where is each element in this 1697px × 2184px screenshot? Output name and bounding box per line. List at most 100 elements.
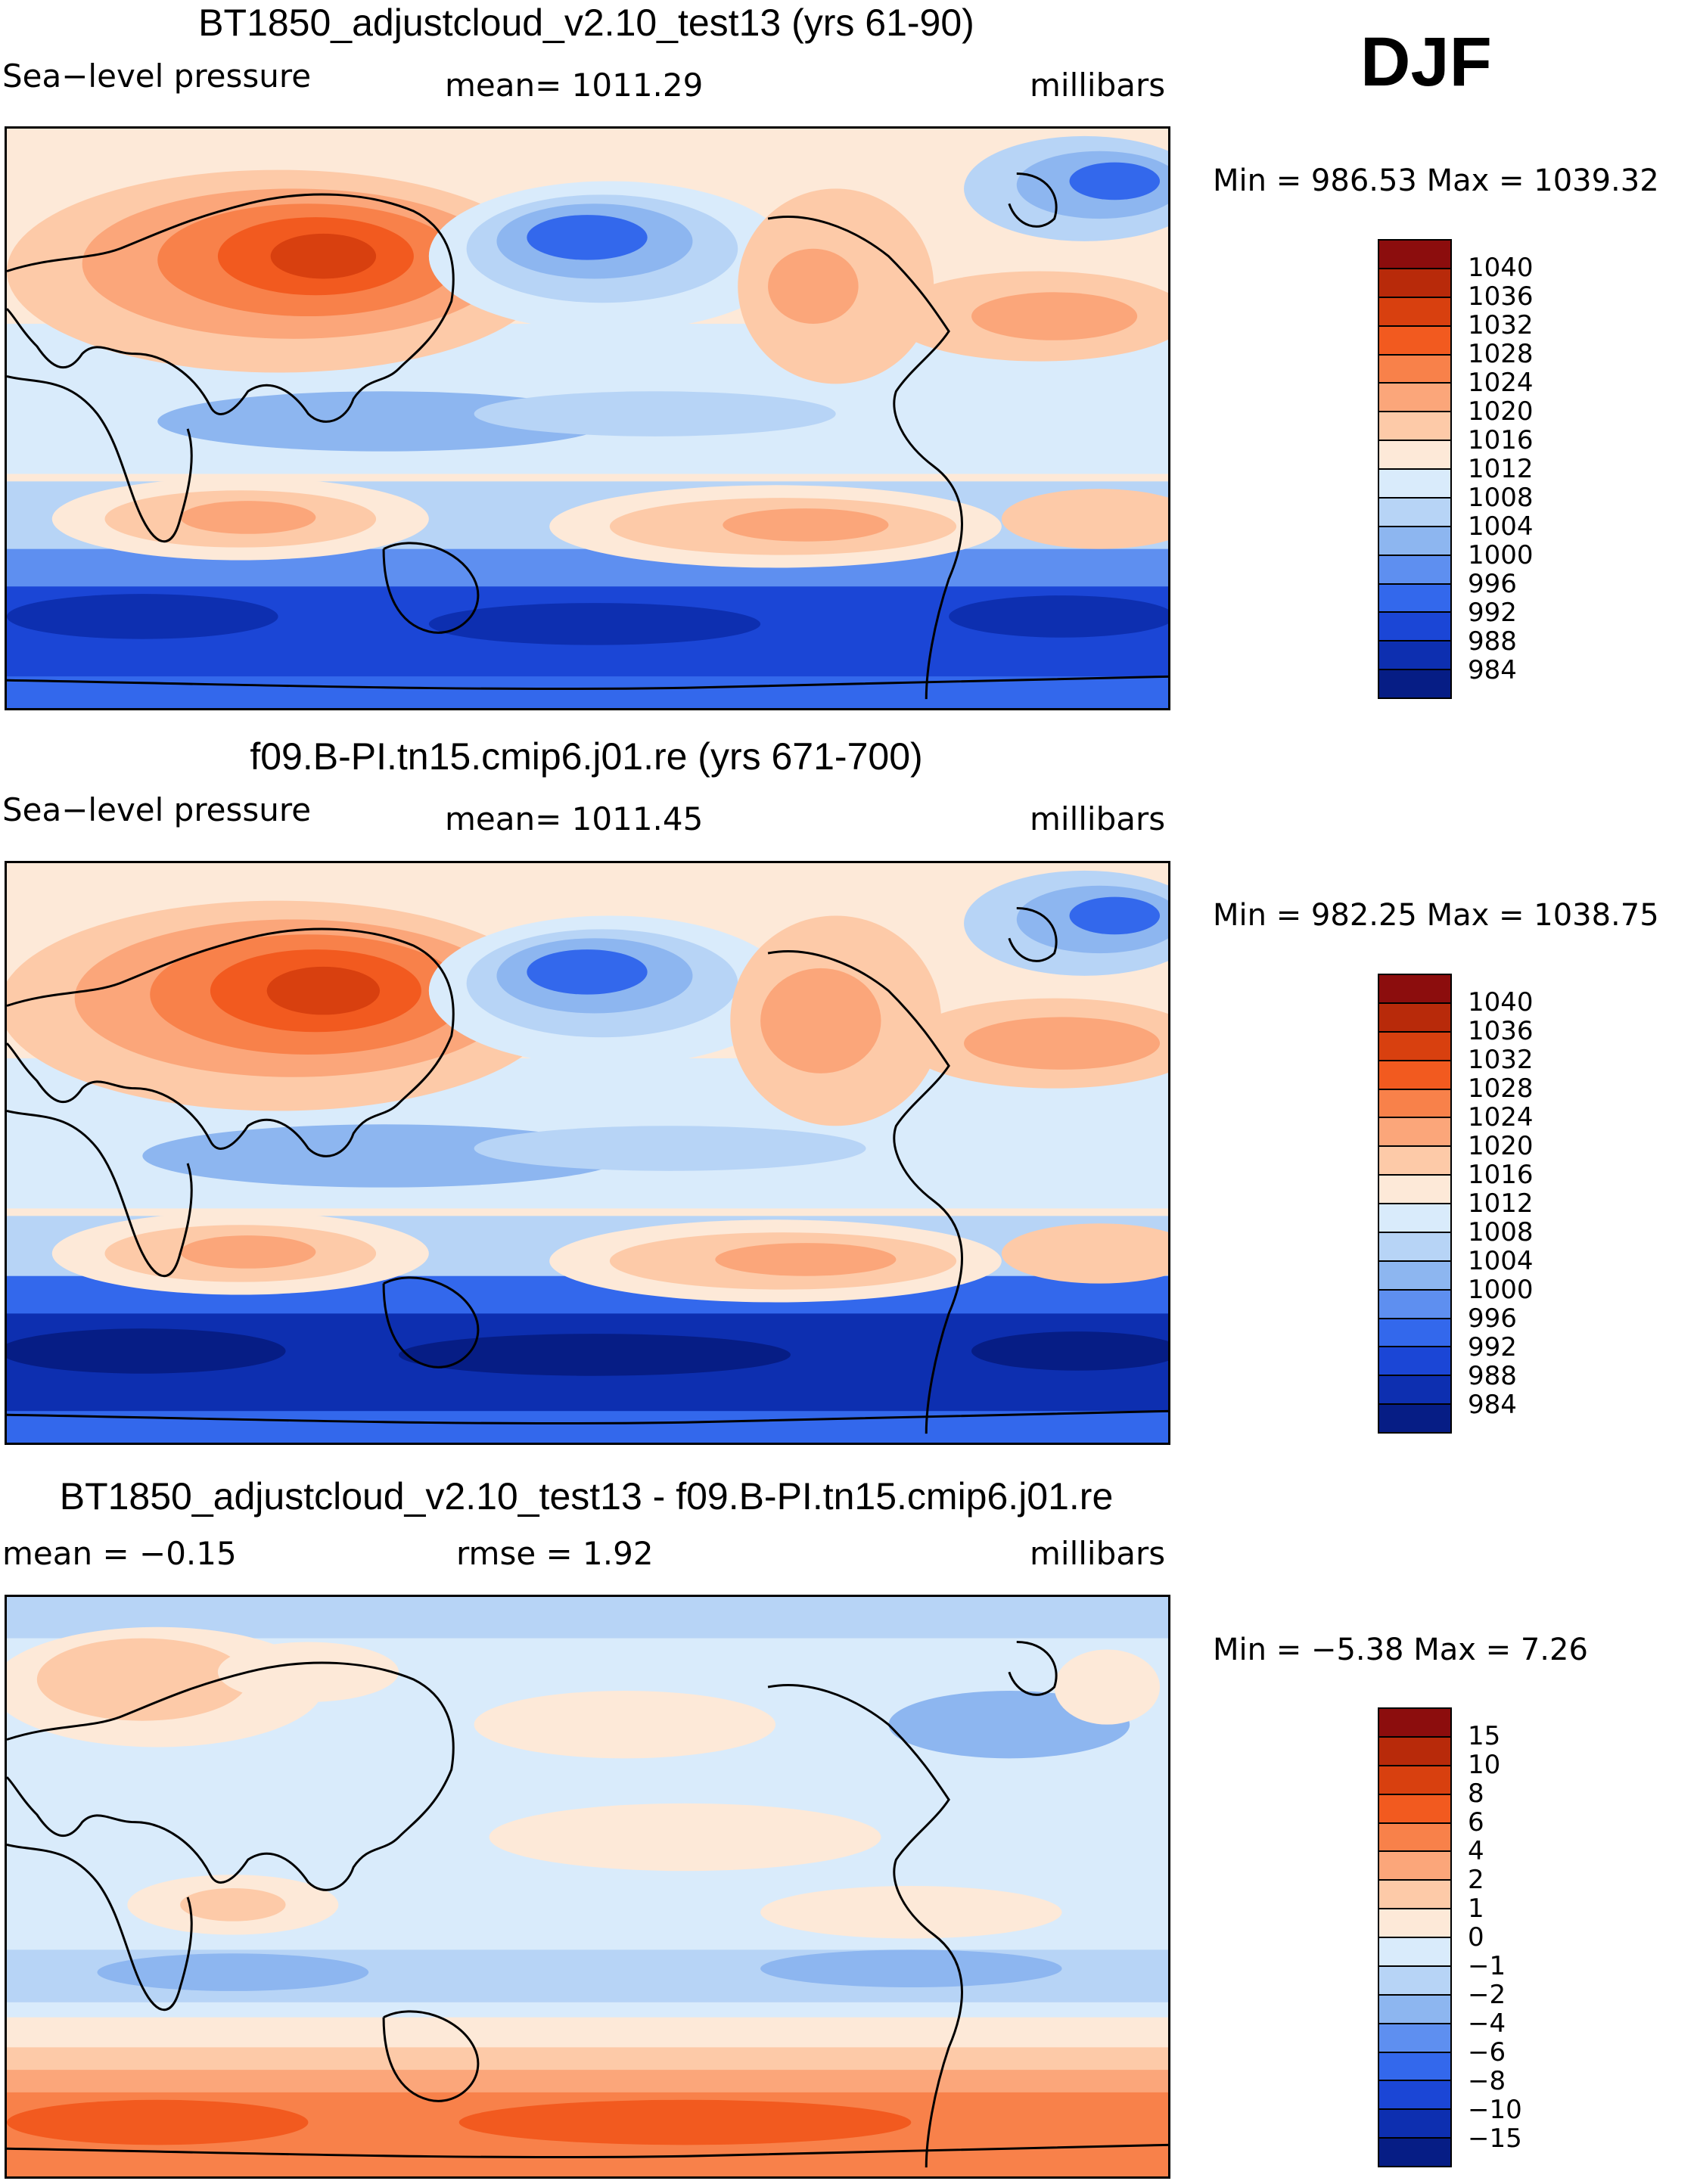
panel1-colorbar-segment bbox=[1379, 241, 1450, 269]
panel1-colorbar-label: 1028 bbox=[1468, 339, 1534, 369]
panel3-colorbar-segment bbox=[1379, 1823, 1450, 1853]
panel3-colorbar-label: −2 bbox=[1468, 1980, 1506, 2010]
panel3-colorbar-label: −8 bbox=[1468, 2066, 1506, 2096]
panel1-colorbar-segment bbox=[1379, 297, 1450, 327]
panel1-colorbar-segment bbox=[1379, 498, 1450, 527]
panel3-mean-label: mean = −0.15 bbox=[2, 1535, 237, 1572]
panel1-colorbar-label: 1036 bbox=[1468, 281, 1534, 312]
panel2-colorbar-label: 1028 bbox=[1468, 1073, 1534, 1104]
panel2-colorbar-label: 996 bbox=[1468, 1303, 1517, 1334]
panel3-colorbar-label: 1 bbox=[1468, 1894, 1484, 1924]
panel1-colorbar-label: 984 bbox=[1468, 655, 1517, 685]
season-label: DJF bbox=[1360, 23, 1492, 101]
panel2-colorbar-label: 1000 bbox=[1468, 1275, 1534, 1305]
panel2-map bbox=[5, 861, 1170, 1445]
panel3-colorbar-segment bbox=[1379, 1709, 1450, 1738]
panel3-map-graphic bbox=[7, 1597, 1168, 2176]
panel2-colorbar-segment bbox=[1379, 1232, 1450, 1262]
panel1-colorbar-label: 1024 bbox=[1468, 368, 1534, 398]
panel2-colorbar-label: 988 bbox=[1468, 1361, 1517, 1391]
panel3-colorbar-segment bbox=[1379, 1881, 1450, 1910]
panel1-colorbar-segment bbox=[1379, 670, 1450, 697]
panel1-colorbar-segment bbox=[1379, 613, 1450, 642]
panel2-colorbar-segment bbox=[1379, 1290, 1450, 1319]
panel1-colorbar-segment bbox=[1379, 584, 1450, 614]
panel3-colorbar-segment bbox=[1379, 1995, 1450, 2024]
panel2-colorbar-label: 1040 bbox=[1468, 987, 1534, 1017]
panel2-colorbar-label: 992 bbox=[1468, 1332, 1517, 1362]
panel2-colorbar-segment bbox=[1379, 1204, 1450, 1233]
panel1-colorbar-label: 992 bbox=[1468, 598, 1517, 628]
panel1-colorbar-segment bbox=[1379, 470, 1450, 499]
panel2-colorbar-segment bbox=[1379, 1405, 1450, 1432]
panel3-colorbar-label: 15 bbox=[1468, 1721, 1501, 1751]
panel1-colorbar-segment bbox=[1379, 412, 1450, 442]
panel3-colorbar-label: 10 bbox=[1468, 1750, 1501, 1780]
panel2-colorbar-segment bbox=[1379, 1261, 1450, 1291]
panel3-rmse-label: rmse = 1.92 bbox=[456, 1535, 654, 1572]
panel2-mean-label: mean= 1011.45 bbox=[445, 800, 704, 837]
panel3-colorbar-segment bbox=[1379, 2081, 1450, 2111]
panel3-colorbar-label: 0 bbox=[1468, 1922, 1484, 1953]
panel3-colorbar-segment bbox=[1379, 2024, 1450, 2053]
panel2-colorbar-label: 1008 bbox=[1468, 1217, 1534, 1247]
panel2-colorbar-segment bbox=[1379, 1176, 1450, 1204]
panel1-map bbox=[5, 126, 1170, 710]
panel2-colorbar-segment bbox=[1379, 1061, 1450, 1090]
panel1-colorbar-segment bbox=[1379, 441, 1450, 470]
panel3-units-label: millibars bbox=[1030, 1535, 1166, 1572]
panel1-map-graphic bbox=[7, 129, 1168, 708]
panel3-colorbar-label: 8 bbox=[1468, 1779, 1484, 1809]
panel1-colorbar-label: 1004 bbox=[1468, 511, 1534, 542]
panel1-colorbar-label: 1008 bbox=[1468, 483, 1534, 513]
panel2-units-label: millibars bbox=[1030, 800, 1166, 837]
panel2-colorbar-label: 1024 bbox=[1468, 1102, 1534, 1132]
panel1-mean-label: mean= 1011.29 bbox=[445, 67, 704, 104]
panel3-colorbar-segment bbox=[1379, 1938, 1450, 1967]
panel1-colorbar-label: 1020 bbox=[1468, 396, 1534, 427]
panel3-minmax: Min = −5.38 Max = 7.26 bbox=[1213, 1633, 1588, 1667]
panel2-colorbar-label: 1036 bbox=[1468, 1016, 1534, 1046]
panel3-colorbar-label: −10 bbox=[1468, 2095, 1522, 2125]
panel2-colorbar bbox=[1378, 974, 1452, 1434]
panel2-colorbar-segment bbox=[1379, 1118, 1450, 1148]
panel3-colorbar-segment bbox=[1379, 1766, 1450, 1795]
panel2-colorbar-label: 1016 bbox=[1468, 1160, 1534, 1190]
panel2-colorbar-segment bbox=[1379, 1376, 1450, 1406]
panel3-colorbar-label: 6 bbox=[1468, 1807, 1484, 1838]
panel2-map-graphic bbox=[7, 863, 1168, 1443]
panel3-title: BT1850_adjustcloud_v2.10_test13 - f09.B-… bbox=[59, 1475, 1114, 1518]
panel2-minmax: Min = 982.25 Max = 1038.75 bbox=[1213, 898, 1659, 933]
panel2-colorbar-segment bbox=[1379, 1347, 1450, 1377]
panel1-colorbar-segment bbox=[1379, 527, 1450, 556]
panel3-colorbar-label: −1 bbox=[1468, 1951, 1506, 1981]
panel3-colorbar-label: −6 bbox=[1468, 2037, 1506, 2067]
panel3-colorbar-segment bbox=[1379, 2139, 1450, 2166]
panel3-colorbar-label: 4 bbox=[1468, 1836, 1484, 1866]
panel1-units-label: millibars bbox=[1030, 67, 1166, 104]
panel1-colorbar-segment bbox=[1379, 269, 1450, 298]
panel1-variable-label: Sea−level pressure bbox=[2, 57, 312, 95]
panel3-colorbar-label: −4 bbox=[1468, 2008, 1506, 2039]
panel3-colorbar-labels: 15 10 8 6 4 2 1 0 −1 −2 −4 −6 −8 −10 −15 bbox=[1468, 1707, 1559, 2167]
panel2-colorbar-label: 1004 bbox=[1468, 1246, 1534, 1276]
panel2-variable-label: Sea−level pressure bbox=[2, 791, 312, 828]
panel1-colorbar-segment bbox=[1379, 326, 1450, 356]
panel1-colorbar-segment bbox=[1379, 642, 1450, 671]
panel1-minmax: Min = 986.53 Max = 1039.32 bbox=[1213, 163, 1659, 198]
panel1-colorbar bbox=[1378, 239, 1452, 699]
panel3-colorbar-label: 2 bbox=[1468, 1865, 1484, 1895]
panel1-colorbar-segment bbox=[1379, 355, 1450, 384]
panel2-colorbar-label: 1012 bbox=[1468, 1188, 1534, 1219]
panel3-colorbar-segment bbox=[1379, 2110, 1450, 2139]
panel1-colorbar-label: 1000 bbox=[1468, 540, 1534, 570]
panel2-colorbar-segment bbox=[1379, 1032, 1450, 1061]
panel1-colorbar-label: 1012 bbox=[1468, 454, 1534, 484]
panel1-colorbar-label: 1040 bbox=[1468, 253, 1534, 283]
panel3-colorbar-segment bbox=[1379, 1794, 1450, 1824]
panel3-colorbar-segment bbox=[1379, 1737, 1450, 1766]
panel3-colorbar-label: −15 bbox=[1468, 2123, 1522, 2154]
panel2-colorbar-label: 984 bbox=[1468, 1390, 1517, 1420]
panel1-colorbar-segment bbox=[1379, 384, 1450, 413]
panel2-colorbar-labels: 1040 1036 1032 1028 1024 1020 1016 1012 1008 1004… bbox=[1468, 974, 1559, 1434]
